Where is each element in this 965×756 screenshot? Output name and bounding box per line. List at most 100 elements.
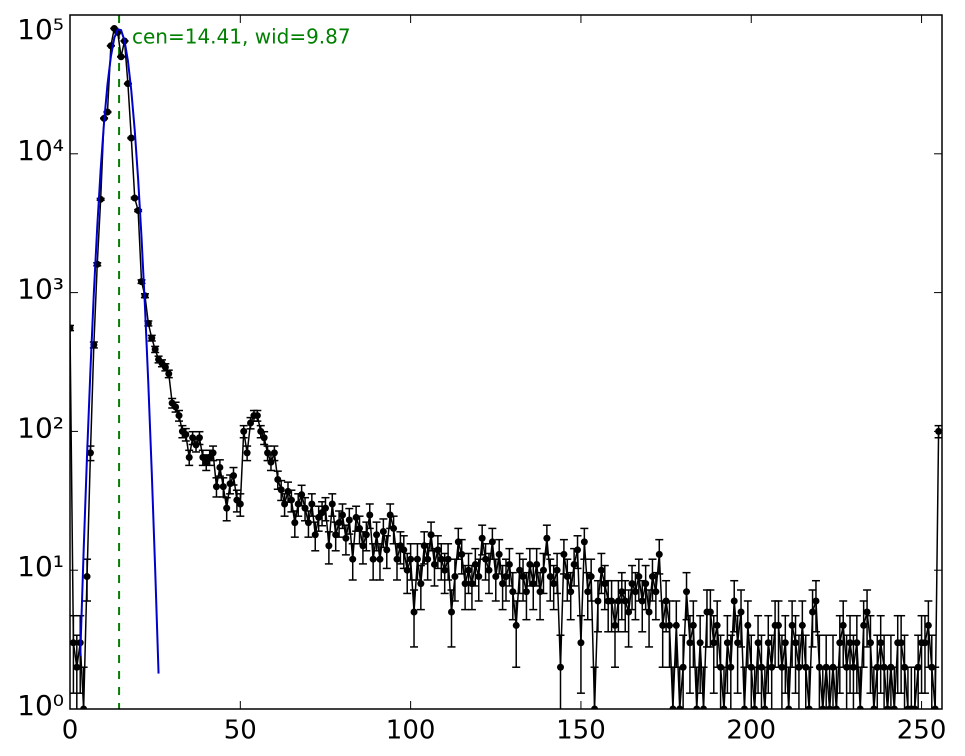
data-point	[638, 597, 646, 605]
data-point	[563, 573, 571, 581]
data-point	[400, 546, 408, 554]
data-point	[679, 663, 687, 671]
data-point	[236, 500, 244, 508]
data-point	[345, 516, 353, 524]
data-point	[577, 639, 585, 647]
data-point	[689, 621, 697, 629]
data-point	[648, 573, 656, 581]
data-point	[543, 534, 551, 542]
data-point	[683, 588, 691, 596]
x-tick-label: 0	[62, 716, 79, 746]
data-point	[413, 555, 421, 563]
data-point	[390, 524, 398, 532]
data-point	[471, 560, 479, 568]
data-point	[492, 573, 500, 581]
data-point	[80, 705, 88, 709]
data-point	[839, 621, 847, 629]
data-point	[434, 546, 442, 554]
data-point	[574, 546, 582, 554]
data-point	[458, 550, 466, 558]
data-point	[676, 705, 684, 709]
data-point	[866, 639, 874, 647]
data-point	[274, 476, 282, 484]
data-point	[584, 588, 592, 596]
data-point	[284, 487, 292, 495]
data-point	[655, 550, 663, 558]
data-point	[522, 588, 530, 596]
data-point	[870, 705, 878, 709]
data-point	[352, 513, 360, 521]
data-point	[826, 705, 834, 709]
data-point	[444, 555, 452, 563]
data-point	[495, 550, 503, 558]
data-point	[304, 519, 312, 527]
data-point	[509, 588, 517, 596]
x-tick-label: 50	[224, 716, 257, 746]
data-point	[659, 621, 667, 629]
data-point	[775, 621, 782, 629]
data-point	[516, 566, 524, 574]
data-point	[325, 542, 333, 550]
data-point	[519, 573, 527, 581]
plot-area	[70, 15, 942, 709]
data-point	[216, 463, 224, 471]
data-point	[230, 472, 237, 480]
data-point	[669, 705, 677, 709]
data-point	[270, 449, 278, 457]
data-point	[451, 573, 459, 581]
data-point	[730, 597, 738, 605]
data-point	[427, 531, 435, 539]
data-point	[911, 705, 919, 709]
data-point	[710, 639, 718, 647]
data-point	[437, 555, 445, 563]
data-point	[836, 639, 844, 647]
data-point	[618, 588, 626, 596]
data-point	[611, 621, 619, 629]
data-point	[601, 580, 609, 588]
data-point	[151, 345, 159, 353]
data-point	[376, 555, 384, 563]
data-point	[148, 334, 156, 342]
data-point	[301, 504, 309, 512]
data-point	[570, 560, 578, 568]
data-point	[386, 511, 394, 519]
data-point	[921, 639, 929, 647]
data-point	[846, 639, 854, 647]
data-point	[798, 621, 806, 629]
data-point	[931, 705, 939, 709]
data-point	[614, 597, 622, 605]
data-point	[117, 53, 125, 61]
data-point	[373, 531, 381, 539]
data-point	[83, 573, 91, 581]
data-point	[298, 491, 306, 499]
data-point	[853, 639, 861, 647]
data-point	[628, 580, 636, 588]
x-tick-label: 150	[556, 716, 606, 746]
data-point	[499, 580, 507, 588]
data-point	[342, 534, 350, 542]
data-point	[567, 588, 575, 596]
data-point	[778, 663, 786, 671]
data-point	[475, 573, 483, 581]
data-point	[339, 511, 346, 519]
data-point	[369, 555, 377, 563]
data-point	[914, 663, 922, 671]
data-point	[502, 573, 510, 581]
data-point	[407, 555, 415, 563]
data-point	[856, 705, 864, 709]
y-tick-label: 10¹	[17, 550, 64, 583]
data-point	[417, 580, 425, 588]
data-point	[441, 566, 449, 574]
data-point	[362, 531, 370, 539]
data-point	[764, 639, 772, 647]
data-point	[805, 705, 813, 709]
annotation: cen=14.41, wid=9.87	[132, 25, 351, 49]
data-point	[488, 538, 496, 546]
data-point	[761, 705, 769, 709]
data-point	[161, 363, 169, 371]
data-point	[311, 531, 319, 539]
data-point	[70, 639, 77, 647]
data-point	[897, 639, 905, 647]
data-point	[379, 528, 387, 536]
